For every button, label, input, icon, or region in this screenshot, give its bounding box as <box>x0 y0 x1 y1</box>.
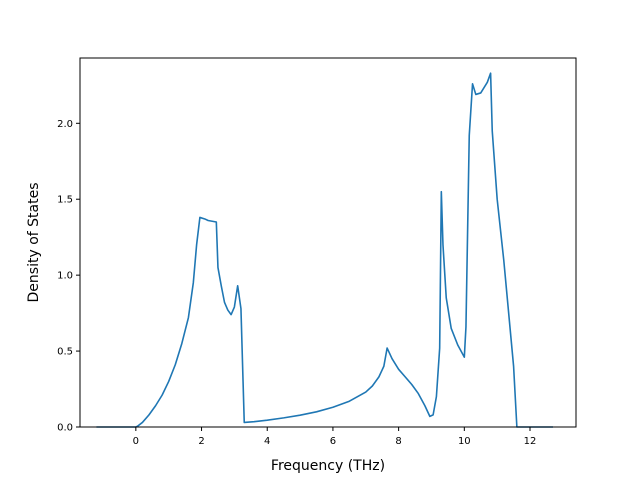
plot-area <box>96 72 554 428</box>
x-tick-label: 4 <box>264 436 270 447</box>
y-tick-label: 2.0 <box>57 119 73 130</box>
x-axis: 0 2 4 6 8 10 12 <box>133 427 537 447</box>
x-axis-label: Frequency (THz) <box>271 458 385 474</box>
x-tick-label: 0 <box>133 436 139 447</box>
y-tick-label: 1.5 <box>57 195 73 206</box>
y-axis: 0.0 0.5 1.0 1.5 2.0 <box>57 119 80 434</box>
dos-series-line-0 <box>96 72 554 428</box>
y-tick-label: 0.0 <box>57 423 73 434</box>
x-tick-label: 2 <box>198 436 204 447</box>
x-tick-label: 12 <box>524 436 537 447</box>
x-tick-label: 10 <box>458 436 471 447</box>
x-tick-label: 6 <box>330 436 336 447</box>
plot-frame <box>79 57 577 428</box>
y-tick-label: 1.0 <box>57 271 73 282</box>
y-tick-label: 0.5 <box>57 347 73 358</box>
y-axis-label: Density of States <box>26 183 42 303</box>
x-tick-label: 8 <box>395 436 401 447</box>
